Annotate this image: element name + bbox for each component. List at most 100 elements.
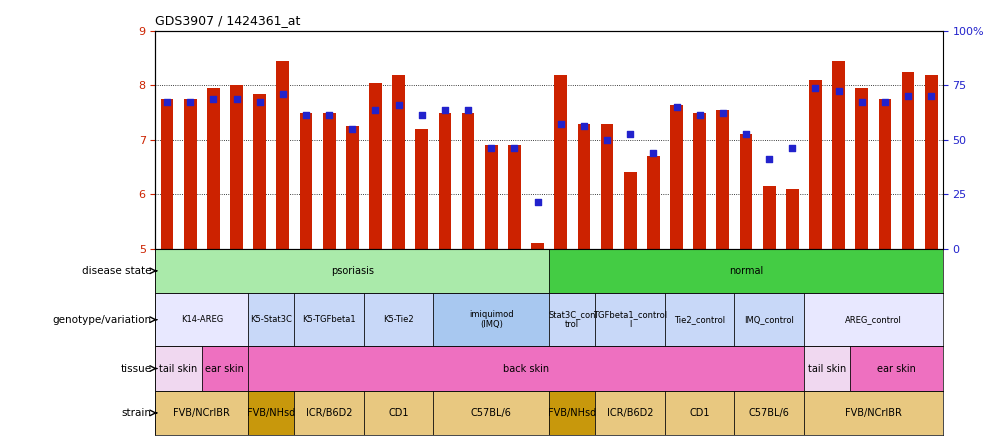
Bar bbox=[803, 346, 850, 391]
Bar bbox=[924, 75, 937, 249]
Point bbox=[252, 98, 268, 105]
Bar bbox=[392, 75, 405, 249]
Bar bbox=[715, 110, 728, 249]
Bar bbox=[595, 293, 664, 346]
Text: Tie2_control: Tie2_control bbox=[673, 315, 724, 324]
Bar bbox=[201, 346, 247, 391]
Text: FVB/NHsd: FVB/NHsd bbox=[246, 408, 295, 418]
Point bbox=[506, 144, 522, 151]
Text: tissue: tissue bbox=[120, 364, 151, 373]
Bar bbox=[508, 145, 520, 249]
Text: ear skin: ear skin bbox=[205, 364, 244, 373]
Bar bbox=[155, 293, 247, 346]
Bar bbox=[346, 126, 359, 249]
Bar bbox=[577, 123, 589, 249]
Bar bbox=[369, 83, 382, 249]
Bar bbox=[669, 104, 682, 249]
Bar bbox=[600, 123, 613, 249]
Point bbox=[182, 98, 198, 105]
Text: CD1: CD1 bbox=[688, 408, 709, 418]
Bar bbox=[247, 346, 803, 391]
Text: psoriasis: psoriasis bbox=[331, 266, 374, 276]
Bar bbox=[438, 113, 451, 249]
Bar bbox=[623, 173, 636, 249]
Bar bbox=[738, 135, 752, 249]
Bar bbox=[155, 391, 247, 435]
Text: GDS3907 / 1424361_at: GDS3907 / 1424361_at bbox=[155, 14, 301, 27]
Bar bbox=[786, 189, 798, 249]
Point bbox=[922, 93, 938, 100]
Bar bbox=[461, 113, 474, 249]
Point bbox=[761, 155, 777, 163]
Point bbox=[667, 104, 683, 111]
Bar bbox=[415, 129, 428, 249]
Bar bbox=[878, 99, 891, 249]
Point bbox=[784, 144, 800, 151]
Bar bbox=[901, 72, 914, 249]
Bar bbox=[803, 293, 942, 346]
Bar bbox=[160, 99, 173, 249]
Point bbox=[483, 144, 499, 151]
Bar bbox=[484, 145, 497, 249]
Text: back skin: back skin bbox=[502, 364, 548, 373]
Text: strain: strain bbox=[121, 408, 151, 418]
Text: genotype/variation: genotype/variation bbox=[52, 315, 151, 325]
Text: IMQ_control: IMQ_control bbox=[743, 315, 794, 324]
Text: K5-TGFbeta1: K5-TGFbeta1 bbox=[302, 315, 356, 324]
Point bbox=[552, 120, 568, 127]
Bar bbox=[832, 61, 844, 249]
Bar bbox=[155, 346, 201, 391]
Point bbox=[275, 90, 291, 97]
Point bbox=[390, 101, 406, 108]
Text: ICR/B6D2: ICR/B6D2 bbox=[306, 408, 352, 418]
Point bbox=[228, 95, 244, 103]
Text: TGFbeta1_control
l: TGFbeta1_control l bbox=[592, 310, 666, 329]
Point bbox=[344, 126, 360, 133]
Point bbox=[437, 107, 453, 114]
Text: FVB/NCrIBR: FVB/NCrIBR bbox=[844, 408, 901, 418]
Point bbox=[205, 95, 221, 103]
Bar bbox=[733, 391, 803, 435]
Point bbox=[298, 112, 314, 119]
Text: FVB/NHsd: FVB/NHsd bbox=[548, 408, 596, 418]
Bar bbox=[277, 61, 289, 249]
Point bbox=[575, 123, 591, 130]
Point bbox=[529, 199, 545, 206]
Text: disease state: disease state bbox=[82, 266, 151, 276]
Text: ICR/B6D2: ICR/B6D2 bbox=[606, 408, 652, 418]
Text: C57BL/6: C57BL/6 bbox=[470, 408, 511, 418]
Bar bbox=[229, 86, 242, 249]
Bar bbox=[531, 243, 543, 249]
Bar bbox=[364, 391, 433, 435]
Text: CD1: CD1 bbox=[388, 408, 409, 418]
Text: K5-Stat3C: K5-Stat3C bbox=[250, 315, 292, 324]
Bar bbox=[850, 346, 942, 391]
Point bbox=[414, 112, 430, 119]
Bar bbox=[183, 99, 196, 249]
Text: imiquimod
(IMQ): imiquimod (IMQ) bbox=[469, 310, 513, 329]
Bar bbox=[247, 391, 295, 435]
Bar bbox=[364, 293, 433, 346]
Text: C57BL/6: C57BL/6 bbox=[747, 408, 789, 418]
Bar bbox=[646, 156, 659, 249]
Bar bbox=[155, 249, 548, 293]
Bar bbox=[554, 75, 566, 249]
Point bbox=[830, 87, 846, 95]
Point bbox=[737, 131, 754, 138]
Text: tail skin: tail skin bbox=[159, 364, 197, 373]
Point bbox=[714, 109, 730, 116]
Text: AREG_control: AREG_control bbox=[844, 315, 901, 324]
Bar bbox=[433, 293, 549, 346]
Bar bbox=[323, 113, 336, 249]
Text: tail skin: tail skin bbox=[807, 364, 846, 373]
Bar bbox=[803, 391, 942, 435]
Point bbox=[460, 107, 476, 114]
Point bbox=[691, 112, 707, 119]
Bar bbox=[664, 293, 733, 346]
Point bbox=[321, 112, 337, 119]
Bar bbox=[809, 80, 821, 249]
Bar bbox=[548, 249, 942, 293]
Bar bbox=[595, 391, 664, 435]
Bar bbox=[254, 94, 266, 249]
Bar bbox=[664, 391, 733, 435]
